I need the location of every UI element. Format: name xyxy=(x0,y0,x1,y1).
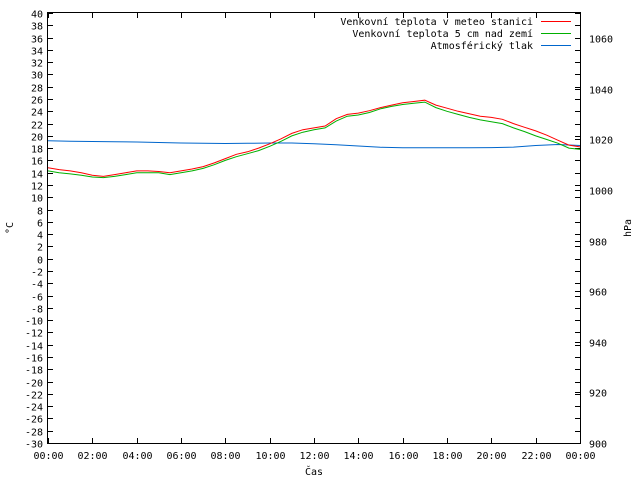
right-tick-label: 900 xyxy=(589,440,607,451)
left-tick-label: 6 xyxy=(37,219,43,230)
left-tick-label: -26 xyxy=(25,415,43,426)
x-tick-label: 22:00 xyxy=(521,451,551,462)
left-tick-label: 38 xyxy=(31,22,43,33)
right-tick-label: 920 xyxy=(589,389,607,400)
x-tick-label: 20:00 xyxy=(476,451,506,462)
left-tick-label: -30 xyxy=(25,440,43,451)
left-tick-label: 12 xyxy=(31,182,43,193)
left-axis-tick-labels: 4038363432302826242220181614121086420-2-… xyxy=(25,10,43,451)
x-tick-label: 14:00 xyxy=(343,451,373,462)
left-tick-label: -2 xyxy=(31,268,43,279)
left-tick-label: 24 xyxy=(31,108,43,119)
right-tick-label: 1040 xyxy=(589,86,613,97)
x-tick-label: 04:00 xyxy=(122,451,152,462)
left-tick-label: 20 xyxy=(31,133,43,144)
left-tick-label: -6 xyxy=(31,293,43,304)
x-tick-label: 02:00 xyxy=(77,451,107,462)
legend-label: Venkovní teplota v meteo stanici xyxy=(340,16,533,28)
left-tick-label: -16 xyxy=(25,354,43,365)
left-tick-label: -22 xyxy=(25,391,43,402)
right-tick-label: 1060 xyxy=(589,35,613,46)
plot-frame xyxy=(47,12,581,444)
left-tick-label: 22 xyxy=(31,121,43,132)
legend: Venkovní teplota v meteo staniciVenkovní… xyxy=(340,16,571,52)
left-tick-label: 40 xyxy=(31,10,43,21)
right-tick-label: 1000 xyxy=(589,187,613,198)
y2-axis-label: hPa xyxy=(623,219,634,237)
left-tick-label: 10 xyxy=(31,194,43,205)
right-tick-label: 940 xyxy=(589,339,607,350)
legend-label: Venkovní teplota 5 cm nad zemí xyxy=(352,28,533,40)
right-tick-label: 980 xyxy=(589,238,607,249)
left-tick-label: 2 xyxy=(37,243,43,254)
right-axis-tick-labels: 1060 1040 1020 1000 980 960 940 920 900 xyxy=(589,35,613,451)
series-lines xyxy=(47,99,581,179)
left-tick-label: 34 xyxy=(31,47,43,58)
left-tick-label: -20 xyxy=(25,379,43,390)
x-tick-label: 18:00 xyxy=(432,451,462,462)
left-tick-label: -24 xyxy=(25,403,43,414)
left-tick-label: 16 xyxy=(31,157,43,168)
left-tick-label: -4 xyxy=(31,280,43,291)
left-tick-label: 14 xyxy=(31,170,43,181)
series-line-3 xyxy=(47,140,581,149)
right-tick-label: 1020 xyxy=(589,136,613,147)
series-line-1 xyxy=(47,99,581,177)
x-tick-label: 00:00 xyxy=(565,451,595,462)
series-line-2 xyxy=(47,101,581,179)
x-tick-label: 08:00 xyxy=(210,451,240,462)
left-tick-label: -28 xyxy=(25,428,43,439)
left-tick-label: 0 xyxy=(37,256,43,267)
left-tick-label: -10 xyxy=(25,317,43,328)
left-tick-label: 30 xyxy=(31,71,43,82)
legend-label: Atmosférický tlak xyxy=(431,40,533,52)
left-tick-label: 4 xyxy=(37,231,43,242)
left-tick-label: 26 xyxy=(31,96,43,107)
x-tick-label: 00:00 xyxy=(33,451,63,462)
y-axis-label: °C xyxy=(5,222,16,234)
left-tick-label: 36 xyxy=(31,35,43,46)
x-tick-label: 10:00 xyxy=(255,451,285,462)
left-tick-label: -18 xyxy=(25,366,43,377)
x-tick-label: 16:00 xyxy=(388,451,418,462)
axis-ticks xyxy=(48,13,581,444)
left-tick-label: -8 xyxy=(31,305,43,316)
left-tick-label: -14 xyxy=(25,342,43,353)
right-tick-label: 960 xyxy=(589,288,607,299)
left-tick-label: -12 xyxy=(25,329,43,340)
x-axis-tick-labels: 00:00 02:00 04:00 06:00 08:00 10:00 12:00 14:00… xyxy=(33,451,595,462)
x-axis-label: Čas xyxy=(305,465,323,478)
left-tick-label: 28 xyxy=(31,84,43,95)
left-tick-label: 18 xyxy=(31,145,43,156)
x-tick-label: 06:00 xyxy=(166,451,196,462)
left-tick-label: 32 xyxy=(31,59,43,70)
x-tick-label: 12:00 xyxy=(299,451,329,462)
left-tick-label: 8 xyxy=(37,207,43,218)
